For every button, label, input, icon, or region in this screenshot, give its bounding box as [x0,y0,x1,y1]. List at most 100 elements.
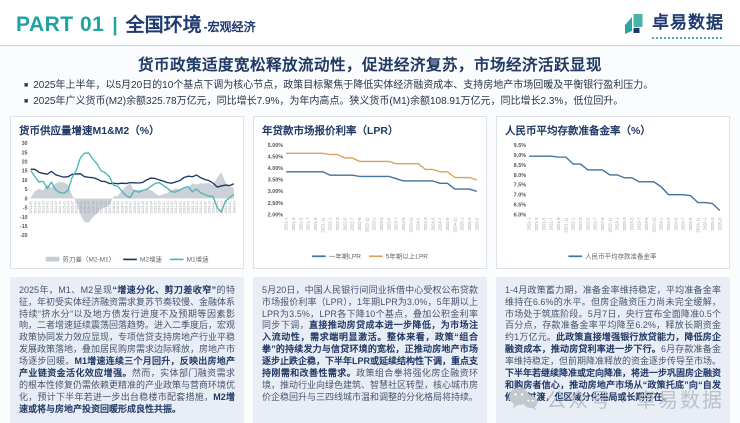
svg-text:2024-9: 2024-9 [688,217,693,231]
svg-text:2023-11: 2023-11 [408,217,413,233]
svg-text:2022-1: 2022-1 [328,217,333,231]
svg-text:2016-01: 2016-01 [79,201,83,213]
svg-text:2021-7: 2021-7 [549,217,554,231]
svg-text:2022-5: 2022-5 [342,217,347,231]
svg-text:2014-01: 2014-01 [46,201,50,213]
svg-text:2019-07: 2019-07 [137,201,141,213]
svg-text:2020-04: 2020-04 [149,201,153,213]
svg-text:剪刀差（M2-M1）: 剪刀差（M2-M1） [63,255,116,264]
svg-text:4.50%: 4.50% [268,155,284,161]
svg-text:2023-04: 2023-04 [199,201,203,213]
svg-text:4.00%: 4.00% [268,166,284,172]
svg-text:7.0%: 7.0% [514,193,527,199]
reserve-ratio-panel: 人民币平均存款准备金率（%） 9.5% 9.0% 8.5% 8.0% 7.5% 7.0% 6… [496,116,730,269]
svg-text:2013-07: 2013-07 [37,201,41,213]
watermark-text: 公众号 · 卓易数据 [546,390,724,412]
money-supply-panel: 货币供应量增速M1&M2（%） 30 25 20 15 10 5 0 -5 -10 -15 -20 2… [10,116,244,269]
svg-text:2024-5: 2024-5 [430,217,435,231]
header-divider: | [112,14,118,36]
lpr-panel: 年贷款市场报价利率（LPR） 5.00% 4.50% 4.00% 3.50% 3.00%… [253,116,487,269]
svg-text:2023-9: 2023-9 [401,217,406,231]
svg-text:2023-9: 2023-9 [644,217,649,231]
svg-text:2014-07: 2014-07 [54,201,58,213]
svg-text:2022-11: 2022-11 [607,217,612,233]
svg-text:2025-3: 2025-3 [467,217,472,231]
svg-text:2014-04: 2014-04 [50,201,54,213]
chart-title: 年贷款市场报价利率（LPR） [262,125,399,137]
svg-text:2024-9: 2024-9 [445,217,450,231]
svg-text:2022-10: 2022-10 [191,201,195,213]
svg-text:2015-07: 2015-07 [71,201,75,213]
svg-text:2021-5: 2021-5 [541,217,546,231]
breadcrumb: PART 01 | 全国环境 -宏观经济 [16,10,256,37]
bullet-text: 2025年广义货币(M2)余额325.78万亿元，同比增长7.9%，为年内高点。… [33,96,624,107]
svg-text:9.5%: 9.5% [514,143,527,149]
svg-text:2024-11: 2024-11 [695,217,700,233]
svg-text:2015-04: 2015-04 [66,201,70,213]
svg-text:2022-1: 2022-1 [571,217,576,231]
svg-text:2024-7: 2024-7 [438,217,443,231]
header: PART 01 | 全国环境 -宏观经济 卓易数据 [0,0,740,42]
svg-text:2021-3: 2021-3 [534,217,539,231]
svg-text:2020-01: 2020-01 [145,201,149,213]
svg-text:3.00%: 3.00% [268,189,284,195]
bullet-icon: ■ [24,98,29,105]
svg-text:2016-10: 2016-10 [91,201,95,213]
svg-text:M1增速: M1增速 [187,255,209,264]
svg-text:2019-01: 2019-01 [129,201,133,213]
svg-text:5.00%: 5.00% [268,143,284,149]
part-label: PART 01 [16,12,105,36]
header-rule [0,45,740,46]
svg-text:2014-10: 2014-10 [58,201,62,213]
svg-text:2017-01: 2017-01 [95,201,99,213]
svg-text:2022-5: 2022-5 [585,217,590,231]
svg-text:2023-5: 2023-5 [386,217,391,231]
svg-text:2021-04: 2021-04 [166,201,170,213]
svg-text:7.5%: 7.5% [514,183,527,189]
svg-text:2018-04: 2018-04 [116,201,120,213]
svg-text:2022-04: 2022-04 [183,201,187,213]
svg-text:2021-1: 2021-1 [527,217,532,231]
svg-text:-5: -5 [23,206,28,212]
svg-text:8.5%: 8.5% [514,163,527,169]
page-title: 货币政策适度宽松释放流动性，促进经济复苏，市场经济活跃显现 [137,57,602,74]
svg-text:2024-07: 2024-07 [220,201,224,213]
svg-text:-15: -15 [20,224,28,230]
svg-text:2023-1: 2023-1 [615,217,620,231]
svg-text:6.5%: 6.5% [514,202,527,208]
svg-text:2017-10: 2017-10 [108,201,112,213]
svg-text:2023-3: 2023-3 [379,217,384,231]
bullet-icon: ■ [24,82,29,89]
wechat-icon [509,387,538,410]
svg-text:2023-3: 2023-3 [622,217,627,231]
svg-text:2022-9: 2022-9 [600,217,605,231]
svg-text:2018-10: 2018-10 [124,201,128,213]
svg-text:2025-1: 2025-1 [460,217,465,231]
svg-text:2022-01: 2022-01 [178,201,182,213]
analysis-row: 2025年，M1、M2呈现“增速分化、剪刀差收窄”的特征，年初受实体经济融资需求… [0,269,740,423]
svg-text:15: 15 [22,169,28,175]
svg-text:5年期以上LPR: 5年期以上LPR [386,251,428,260]
section-title: 全国环境 [125,14,202,36]
svg-text:25: 25 [22,150,28,156]
reserve-ratio-chart: 9.5%9.0%8.5%8.0%7.5%7.0%6.5%6.0%2021-1 20… [514,143,723,260]
svg-text:0: 0 [25,196,28,202]
svg-text:2023-1: 2023-1 [372,217,377,231]
svg-text:2024-3: 2024-3 [423,217,428,231]
svg-text:2021-11: 2021-11 [563,217,568,233]
svg-text:2024-1: 2024-1 [416,217,421,231]
svg-text:2024-11: 2024-11 [452,217,457,233]
svg-text:2.50%: 2.50% [268,201,284,207]
svg-text:2021-1: 2021-1 [284,217,289,231]
logo-subtext-line [652,34,722,39]
svg-text:2025-3: 2025-3 [710,217,715,231]
lpr-analysis: 5月20日，中国人民银行间同业拆借中心受权公布贷款市场报价利率（LPR），1年期… [253,276,487,423]
svg-text:8.0%: 8.0% [514,173,527,179]
charts-row: 货币供应量增速M1&M2（%） 30 25 20 15 10 5 0 -5 -10 -15 -20 2… [0,111,740,269]
svg-text:2020-07: 2020-07 [154,201,158,213]
svg-text:2021-11: 2021-11 [320,217,325,233]
svg-text:2021-3: 2021-3 [291,217,296,231]
svg-text:一年期LPR: 一年期LPR [329,251,361,260]
logo: 卓易数据 [621,8,724,39]
